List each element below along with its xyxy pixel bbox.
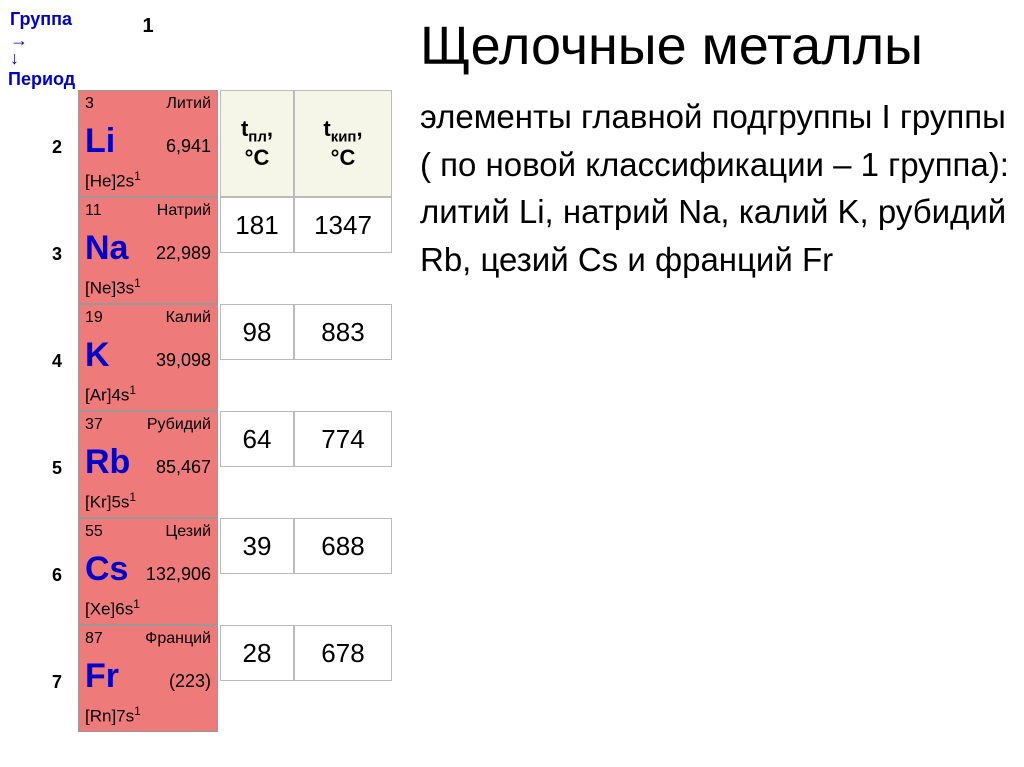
atomic-number: 3: [85, 95, 94, 113]
atomic-number: 19: [85, 309, 103, 327]
elements-column: 1 3 Литий Li 6,941 [He]2s1 11 Натрий Na 22,9…: [78, 8, 218, 732]
atomic-mass: 39,098: [156, 350, 211, 371]
melt-value: 181: [220, 197, 294, 253]
boil-value: 883: [294, 304, 392, 360]
element-name: Калий: [166, 309, 211, 327]
electron-config: [Ne]3s1: [85, 276, 211, 299]
melt-value: 28: [220, 625, 294, 681]
electron-config: [He]2s1: [85, 169, 211, 192]
content-area: Щелочные металлы элементы главной подгру…: [392, 8, 1016, 284]
element-cell-fr: 87 Франций Fr (223) [Rn]7s1: [78, 625, 218, 732]
atomic-mass: 132,906: [146, 564, 211, 585]
electron-config: [Rn]7s1: [85, 704, 211, 727]
period-2: 2: [8, 94, 78, 201]
element-cell-na: 11 Натрий Na 22,989 [Ne]3s1: [78, 197, 218, 304]
atomic-number: 37: [85, 416, 103, 434]
boil-value: 774: [294, 411, 392, 467]
period-3: 3: [8, 201, 78, 308]
period-5: 5: [8, 415, 78, 522]
electron-config: [Ar]4s1: [85, 383, 211, 406]
element-symbol: Li: [85, 124, 115, 158]
periods-column: Группа → ↓ Период 2 3 4 5 6 7: [8, 8, 78, 736]
atomic-number: 11: [85, 202, 102, 220]
atomic-mass: 85,467: [156, 457, 211, 478]
atomic-number: 87: [85, 630, 103, 648]
period-4: 4: [8, 308, 78, 415]
period-7: 7: [8, 629, 78, 736]
page-title: Щелочные металлы: [420, 18, 1016, 75]
element-cell-cs: 55 Цезий Cs 132,906 [Xe]6s1: [78, 518, 218, 625]
period-6: 6: [8, 522, 78, 629]
element-symbol: Fr: [85, 659, 119, 693]
element-cell-rb: 37 Рубидий Rb 85,467 [Kr]5s1: [78, 411, 218, 518]
atomic-mass: (223): [169, 671, 211, 692]
boil-value: 678: [294, 625, 392, 681]
element-name: Рубидий: [147, 416, 211, 434]
electron-config: [Xe]6s1: [85, 597, 211, 620]
element-symbol: Rb: [85, 445, 130, 479]
temperatures-column: tпл, °C tкип, °C 181 1347 98 883 64 774: [220, 8, 392, 732]
boil-value: 688: [294, 518, 392, 574]
element-cell-k: 19 Калий K 39,098 [Ar]4s1: [78, 304, 218, 411]
atomic-mass: 22,989: [156, 243, 211, 264]
element-name: Литий: [166, 95, 211, 113]
melt-value: 39: [220, 518, 294, 574]
group-number: 1: [142, 15, 153, 38]
atomic-number: 55: [85, 523, 103, 541]
description-text: элементы главной подгруппы I группы ( по…: [420, 93, 1016, 284]
element-symbol: Na: [85, 231, 128, 265]
atomic-mass: 6,941: [166, 136, 211, 157]
element-symbol: Cs: [85, 552, 128, 586]
melting-point-header: tпл, °C: [220, 90, 294, 197]
melt-value: 64: [220, 411, 294, 467]
element-cell-li: 3 Литий Li 6,941 [He]2s1: [78, 90, 218, 197]
electron-config: [Kr]5s1: [85, 490, 211, 513]
element-name: Франций: [145, 630, 211, 648]
boiling-point-header: tкип, °C: [294, 90, 392, 197]
element-name: Цезий: [165, 523, 211, 541]
melt-value: 98: [220, 304, 294, 360]
boil-value: 1347: [294, 197, 392, 253]
element-symbol: K: [85, 338, 110, 372]
element-name: Натрий: [157, 202, 211, 220]
